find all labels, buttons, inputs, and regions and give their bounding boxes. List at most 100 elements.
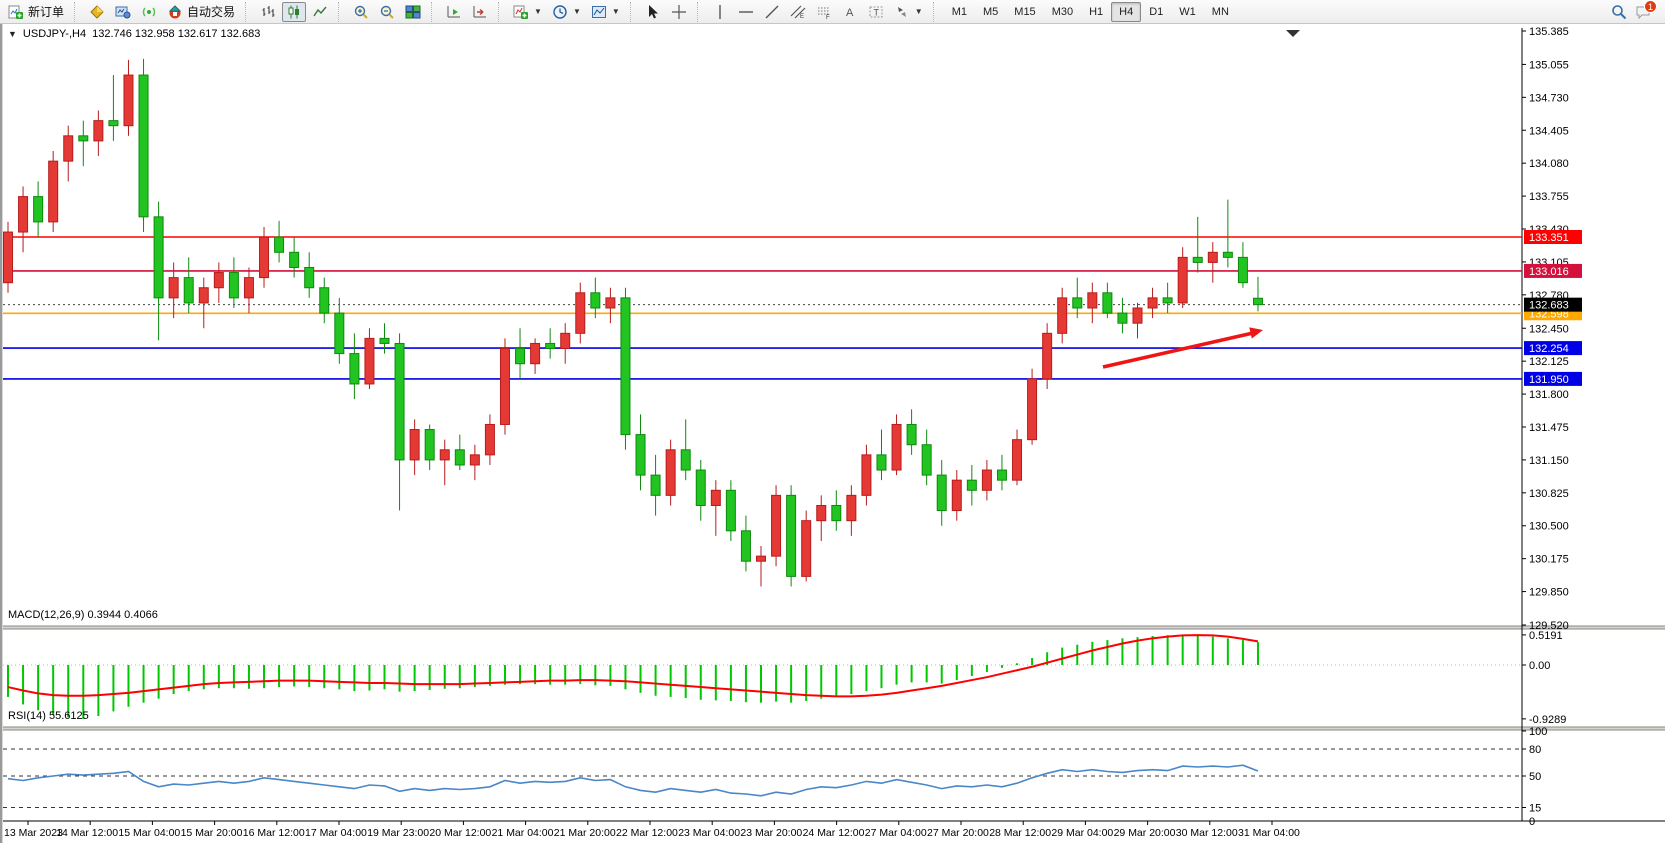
candle: [1252, 297, 1263, 306]
candlestick-chart-button[interactable]: [282, 1, 307, 22]
candle: [1177, 256, 1188, 304]
price-axis-label: 130.500: [1529, 521, 1569, 533]
time-axis-label: 21 Mar 04:00: [492, 827, 554, 839]
autoscroll-button[interactable]: [442, 2, 466, 22]
notifications-button[interactable]: 1: [1635, 0, 1657, 20]
candle: [545, 342, 556, 350]
indicators-icon: [513, 5, 529, 19]
time-axis-label: 16 Mar 12:00: [243, 827, 305, 839]
price-axis-label: 131.475: [1529, 422, 1569, 434]
timeframe-button-h1[interactable]: H1: [1089, 5, 1104, 18]
candle: [409, 429, 420, 461]
candle: [771, 494, 782, 557]
candle: [906, 423, 917, 446]
trendline-icon: [765, 5, 779, 18]
macd-indicator-label: MACD(12,26,9) 0.3944 0.4066: [8, 609, 158, 621]
timeframe-button-d1[interactable]: D1: [1149, 5, 1164, 18]
horizontal-line-button[interactable]: [734, 2, 758, 22]
candle: [319, 287, 330, 314]
fibonacci-button[interactable]: F: [812, 2, 836, 22]
candle: [469, 454, 480, 466]
text-label-button[interactable]: T: [864, 2, 888, 22]
templates-button[interactable]: ▼: [587, 2, 624, 22]
indicators-button[interactable]: ▼: [509, 2, 546, 22]
autotrading-button[interactable]: 自动交易: [163, 2, 239, 22]
timeframe-button-m1[interactable]: M1: [951, 5, 967, 18]
timeframe-button-m15[interactable]: M15: [1014, 5, 1036, 18]
signals-icon: [142, 7, 156, 16]
current-price-label: 132.683: [1529, 300, 1569, 312]
window-left-edge[interactable]: [0, 24, 3, 843]
bar-chart-button[interactable]: [256, 2, 280, 22]
macd-axis-label: -0.9289: [1529, 714, 1566, 726]
pane-splitter-macd[interactable]: [3, 626, 1665, 629]
candle: [936, 474, 947, 512]
candle: [424, 429, 435, 461]
chart-shift-icon: [473, 5, 487, 17]
candle: [228, 272, 239, 299]
crosshair-button[interactable]: [667, 2, 691, 22]
indicators-caret-icon: ▼: [534, 7, 542, 16]
level-price-badge: [1524, 263, 1582, 278]
candle: [1102, 292, 1113, 314]
new-order-button[interactable]: 新订单: [4, 2, 68, 22]
level-price-label: 133.351: [1529, 232, 1569, 244]
candle: [379, 337, 390, 344]
chart-canvas[interactable]: 135.385 135.055 134.730 134.405 134.080 133.7…: [0, 24, 1665, 843]
candle: [801, 520, 812, 577]
candle: [560, 332, 571, 350]
timeframe-button-w1[interactable]: W1: [1179, 5, 1196, 18]
signals-button[interactable]: [137, 2, 161, 22]
price-axis-label: 134.405: [1529, 125, 1569, 137]
zoom-in-button[interactable]: [349, 2, 373, 22]
metaeditor-button[interactable]: [85, 2, 109, 22]
toolbar-right: 1: [1611, 0, 1661, 20]
equidistant-channel-button[interactable]: E: [786, 2, 810, 22]
tile-windows-button[interactable]: [401, 2, 425, 22]
trend-arrow-line[interactable]: [1102, 331, 1254, 369]
fibonacci-icon: F: [817, 7, 830, 20]
time-axis-label: 29 Mar 20:00: [1114, 827, 1176, 839]
periods-button[interactable]: ▼: [548, 2, 585, 22]
periods-caret-icon: ▼: [572, 7, 581, 16]
timeframe-button-mn[interactable]: MN: [1211, 5, 1229, 18]
chart-shift-button[interactable]: [468, 2, 492, 22]
cursor-button[interactable]: [641, 2, 665, 22]
candle: [695, 469, 706, 506]
timeframe-button-m30[interactable]: M30: [1051, 5, 1074, 18]
level-price-badge: [1524, 230, 1582, 245]
time-axis-label: 23 Mar 04:00: [678, 827, 740, 839]
time-axis-label: 27 Mar 20:00: [927, 827, 989, 839]
trendline-button[interactable]: [760, 2, 784, 22]
search-icon[interactable]: [1611, 4, 1627, 20]
bar-chart-icon: [262, 5, 275, 17]
svg-text:F: F: [826, 15, 830, 20]
timeframe-button-m5[interactable]: M5: [983, 5, 999, 18]
candle: [575, 292, 586, 334]
one-click-caret-icon[interactable]: ▼: [8, 29, 17, 39]
candle: [725, 489, 736, 532]
chart-shift-marker-icon[interactable]: [1286, 30, 1300, 37]
autotrading-label: 自动交易: [187, 5, 236, 19]
candle: [198, 287, 209, 304]
trend-arrow-head[interactable]: [1249, 327, 1263, 339]
pane-splitter-rsi[interactable]: [3, 727, 1665, 730]
macd-axis-label: 0.5191: [1529, 630, 1563, 642]
timeframe-button-h4[interactable]: H4: [1111, 1, 1142, 22]
candle: [48, 160, 59, 223]
line-chart-button[interactable]: [308, 2, 332, 22]
template-icon: [591, 5, 606, 18]
level-price-label: 131.950: [1529, 374, 1569, 386]
candle: [740, 530, 751, 562]
strategy-tester-button[interactable]: [111, 2, 135, 22]
candle: [108, 120, 119, 127]
vertical-line-button[interactable]: [708, 2, 732, 22]
current-price-badge: [1524, 297, 1582, 312]
price-axis-label: 133.755: [1529, 191, 1569, 203]
price-axis-label: 129.520: [1529, 620, 1569, 632]
time-axis-label: 13 Mar 2023: [4, 827, 63, 839]
zoom-out-button[interactable]: [375, 2, 399, 22]
text-tool-button[interactable]: A: [838, 2, 862, 22]
candle: [786, 494, 797, 577]
arrows-tool-button[interactable]: ▼: [890, 2, 927, 22]
